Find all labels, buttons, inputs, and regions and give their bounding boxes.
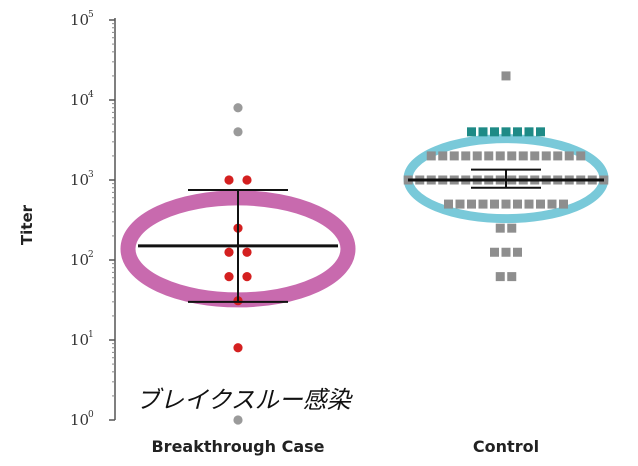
data-point bbox=[495, 223, 505, 233]
y-tick-exponent: 1 bbox=[88, 330, 94, 340]
data-point bbox=[233, 415, 243, 425]
data-point bbox=[242, 272, 252, 282]
data-point bbox=[501, 71, 511, 81]
data-point bbox=[224, 175, 234, 185]
data-point bbox=[541, 151, 551, 161]
category-label-breakthrough: Breakthrough Case bbox=[151, 437, 324, 456]
data-point bbox=[224, 247, 234, 257]
data-point bbox=[478, 127, 488, 137]
data-point bbox=[484, 151, 494, 161]
highlight-ovals bbox=[120, 134, 609, 308]
data-point bbox=[495, 272, 505, 282]
data-point bbox=[559, 199, 568, 209]
data-point bbox=[449, 151, 459, 161]
data-point bbox=[564, 151, 574, 161]
data-point bbox=[490, 127, 499, 137]
data-point bbox=[507, 151, 517, 161]
y-tick-exponent: 5 bbox=[88, 10, 94, 20]
category-label-control: Control bbox=[473, 437, 539, 456]
data-point bbox=[495, 151, 505, 161]
data-point bbox=[524, 199, 534, 209]
y-tick-exponent: 4 bbox=[88, 90, 94, 100]
data-point bbox=[547, 199, 557, 209]
data-point bbox=[501, 247, 511, 257]
data-point bbox=[233, 103, 243, 113]
data-point bbox=[507, 272, 517, 282]
data-point bbox=[501, 199, 511, 209]
y-tick-exponent: 2 bbox=[88, 250, 94, 260]
data-point bbox=[233, 127, 243, 137]
data-point bbox=[242, 175, 252, 185]
data-point bbox=[507, 223, 517, 233]
data-point bbox=[524, 127, 534, 137]
data-point bbox=[478, 199, 488, 209]
data-point bbox=[461, 151, 471, 161]
y-tick-label: 10 bbox=[70, 11, 89, 29]
data-point bbox=[518, 151, 528, 161]
data-points bbox=[224, 71, 609, 425]
y-tick-exponent: 3 bbox=[88, 170, 94, 180]
data-point bbox=[501, 127, 511, 137]
data-point bbox=[242, 247, 252, 257]
data-point bbox=[536, 127, 545, 137]
data-point bbox=[444, 199, 453, 209]
handwritten-annotation: ブレイクスルー感染 bbox=[136, 386, 354, 414]
data-point bbox=[490, 199, 499, 209]
data-point bbox=[553, 151, 563, 161]
y-tick-label: 10 bbox=[70, 411, 89, 429]
data-point bbox=[426, 151, 436, 161]
data-point bbox=[438, 151, 448, 161]
y-tick-exponent: 0 bbox=[88, 410, 94, 420]
data-point bbox=[472, 151, 482, 161]
data-point bbox=[467, 127, 476, 137]
data-point bbox=[490, 247, 499, 257]
y-tick-label: 10 bbox=[70, 251, 89, 269]
data-point bbox=[513, 199, 522, 209]
data-point bbox=[513, 247, 522, 257]
data-point bbox=[536, 199, 545, 209]
data-point bbox=[224, 272, 234, 282]
y-axis-title: Titer bbox=[18, 204, 36, 245]
data-point bbox=[576, 151, 586, 161]
data-point bbox=[233, 343, 243, 353]
data-point bbox=[467, 199, 476, 209]
data-point bbox=[455, 199, 465, 209]
y-tick-label: 10 bbox=[70, 331, 89, 349]
y-tick-label: 10 bbox=[70, 171, 89, 189]
y-tick-label: 10 bbox=[70, 91, 89, 109]
summary-bars bbox=[138, 168, 604, 303]
data-point bbox=[513, 127, 522, 137]
data-point bbox=[530, 151, 540, 161]
